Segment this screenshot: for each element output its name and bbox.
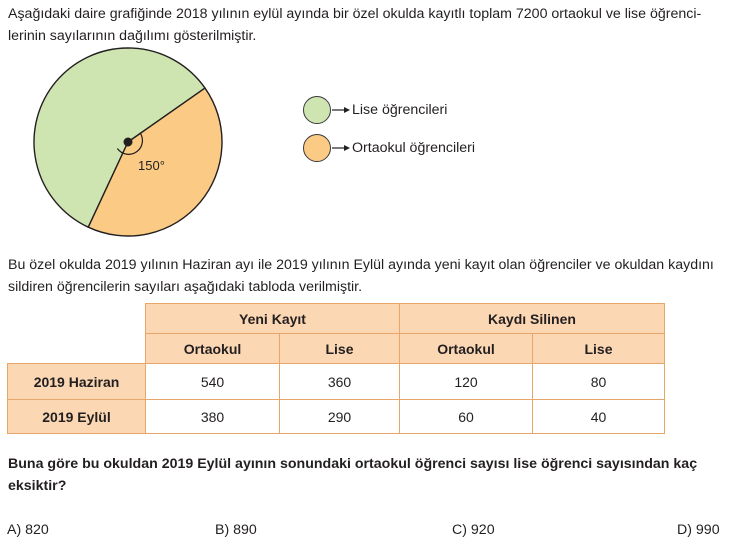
- table-cell: 80: [532, 363, 665, 400]
- header-yeni-kayit: Yeni Kayıt: [145, 303, 400, 334]
- table-row: 2019 Eylül 380 290 60 40: [7, 399, 665, 434]
- row-label: 2019 Haziran: [7, 363, 146, 400]
- answer-options: A) 820 B) 890 C) 920 D) 990: [0, 522, 735, 544]
- legend-label-ortaokul: Ortaokul öğrencileri: [352, 140, 476, 156]
- pie-center-dot: [123, 137, 133, 147]
- intro-text: Aşağıdaki daire grafiğinde 2018 yılının …: [8, 6, 702, 44]
- pie-slice-ortaokul: [87, 87, 223, 237]
- answer-option-b[interactable]: B) 890: [215, 522, 257, 538]
- pie-chart: 150°: [33, 47, 223, 237]
- arrow-right-icon: [332, 107, 350, 113]
- legend-swatch-lise: [303, 96, 331, 124]
- question-text: Buna göre bu okuldan 2019 Eylül ayının s…: [8, 456, 698, 494]
- table-cell: 60: [399, 399, 533, 434]
- table-corner: [8, 304, 146, 334]
- legend-item-ortaokul: Ortaokul öğrencileri: [303, 133, 475, 163]
- table-row: 2019 Haziran 540 360 120 80: [7, 363, 665, 400]
- legend-item-lise: Lise öğrencileri: [303, 95, 447, 125]
- subheader-ortaokul: Ortaokul: [399, 333, 533, 364]
- row-label: 2019 Eylül: [7, 399, 146, 434]
- table-corner: [8, 334, 146, 364]
- subheader-ortaokul: Ortaokul: [145, 333, 280, 364]
- table-cell: 360: [279, 363, 400, 400]
- answer-option-d[interactable]: D) 990: [677, 522, 720, 538]
- header-kaydi-silinen: Kaydı Silinen: [399, 303, 665, 334]
- answer-option-c[interactable]: C) 920: [452, 522, 495, 538]
- legend-label-lise: Lise öğrencileri: [352, 102, 448, 118]
- table-cell: 540: [145, 363, 280, 400]
- arrow-right-icon: [332, 145, 350, 151]
- answer-option-a[interactable]: A) 820: [7, 522, 49, 538]
- table-cell: 40: [532, 399, 665, 434]
- table-intro-text: Bu özel okulda 2019 yılının Haziran ayı …: [8, 257, 714, 295]
- angle-label: 150°: [138, 158, 165, 173]
- data-table: Yeni Kayıt Kaydı Silinen Ortaokul Lise O…: [7, 303, 665, 434]
- legend-swatch-ortaokul: [303, 134, 331, 162]
- subheader-lise: Lise: [279, 333, 400, 364]
- angle-arc: [116, 132, 144, 155]
- table-cell: 380: [145, 399, 280, 434]
- table-cell: 120: [399, 363, 533, 400]
- pie-slice-lise: [33, 47, 206, 228]
- subheader-lise: Lise: [532, 333, 665, 364]
- table-cell: 290: [279, 399, 400, 434]
